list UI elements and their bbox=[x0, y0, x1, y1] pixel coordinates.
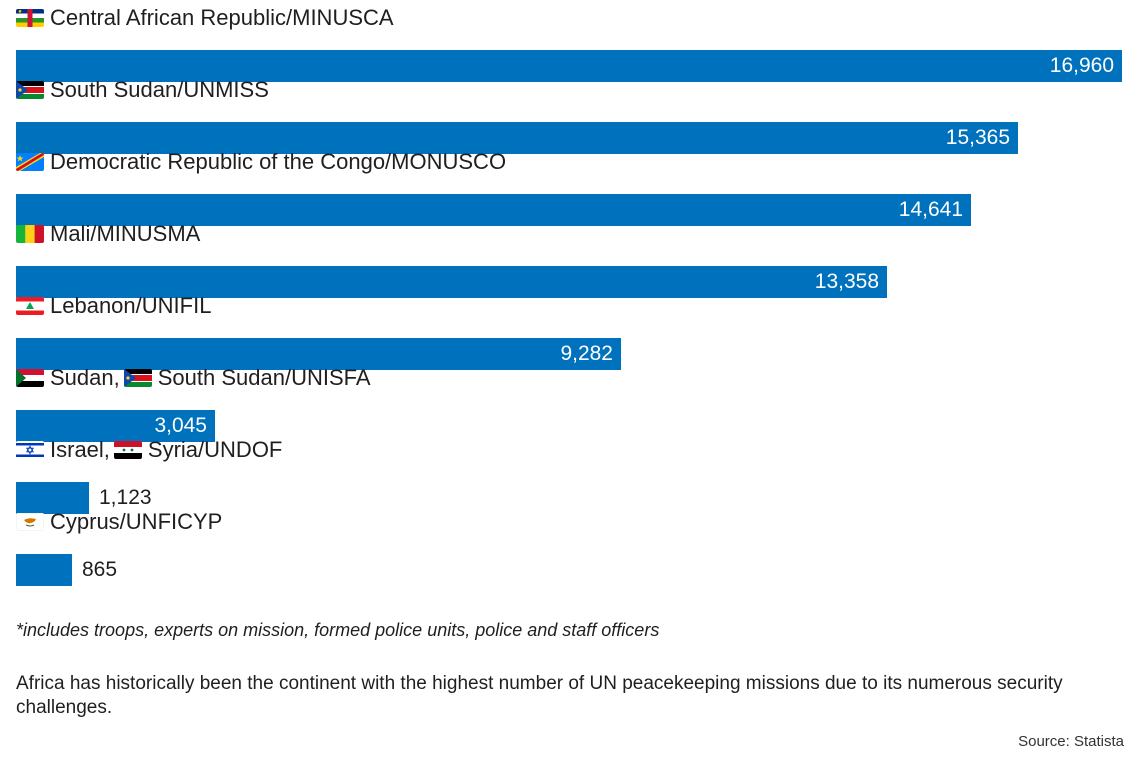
value-label: 3,045 bbox=[154, 414, 207, 437]
category-label-text: Democratic Republic of the Congo/MONUSCO bbox=[50, 149, 507, 174]
bar bbox=[16, 122, 1018, 154]
value-label: 1,123 bbox=[99, 486, 152, 509]
category-label-text: South Sudan/UNISFA bbox=[157, 365, 371, 390]
category-label: Israel, Syria/UNDOF bbox=[16, 435, 282, 465]
category-label: Cyprus/UNFICYP bbox=[16, 507, 222, 537]
value-label: 9,282 bbox=[560, 342, 613, 365]
lebanon-flag-icon bbox=[16, 297, 44, 315]
bar bbox=[16, 266, 887, 298]
mali-flag-icon bbox=[16, 225, 44, 243]
source-credit: Source: Statista bbox=[1018, 733, 1124, 750]
south-sudan-flag-icon bbox=[16, 81, 44, 99]
category-label: Lebanon/UNIFIL bbox=[16, 291, 211, 321]
bar bbox=[16, 50, 1122, 82]
value-label: 13,358 bbox=[814, 270, 879, 293]
category-label: Mali/MINUSMA bbox=[16, 219, 200, 249]
cyprus-flag-icon bbox=[16, 513, 44, 531]
category-label-text: South Sudan/UNMISS bbox=[50, 77, 269, 102]
category-label-text: Israel, bbox=[50, 437, 110, 462]
category-label: Democratic Republic of the Congo/MONUSCO bbox=[16, 147, 506, 177]
value-label: 16,960 bbox=[1049, 54, 1114, 77]
sudan-flag-icon bbox=[16, 369, 44, 387]
category-label: South Sudan/UNMISS bbox=[16, 75, 269, 105]
israel-flag-icon bbox=[16, 441, 44, 459]
category-label-text: Sudan, bbox=[50, 365, 120, 390]
syria-flag-icon bbox=[113, 441, 142, 459]
category-label-text: Lebanon/UNIFIL bbox=[50, 293, 212, 318]
bar bbox=[16, 338, 621, 370]
category-label-text: Cyprus/UNFICYP bbox=[50, 509, 223, 534]
bar bbox=[16, 194, 971, 226]
bar-chart: Central African Republic/MINUSCA 16,960 So… bbox=[16, 3, 1122, 586]
description: Africa has historically been the contine… bbox=[16, 673, 1063, 718]
value-label: 865 bbox=[82, 558, 118, 581]
category-label-text: Mali/MINUSMA bbox=[50, 221, 201, 246]
category-label: Sudan, South Sudan/UNISFA bbox=[16, 363, 371, 393]
category-label-text: Central African Republic/MINUSCA bbox=[50, 5, 394, 30]
footnote: *includes troops, experts on mission, fo… bbox=[16, 620, 660, 640]
category-label: Central African Republic/MINUSCA bbox=[16, 3, 394, 33]
south-sudan-flag-icon bbox=[123, 369, 152, 387]
dr-congo-flag-icon bbox=[16, 153, 44, 171]
value-label: 15,365 bbox=[945, 126, 1010, 149]
bar bbox=[16, 482, 89, 514]
value-label: 14,641 bbox=[898, 198, 963, 221]
central-african-republic-flag-icon bbox=[16, 9, 44, 27]
bar bbox=[16, 554, 72, 586]
bar bbox=[16, 410, 215, 442]
category-label-text: Syria/UNDOF bbox=[147, 437, 283, 462]
